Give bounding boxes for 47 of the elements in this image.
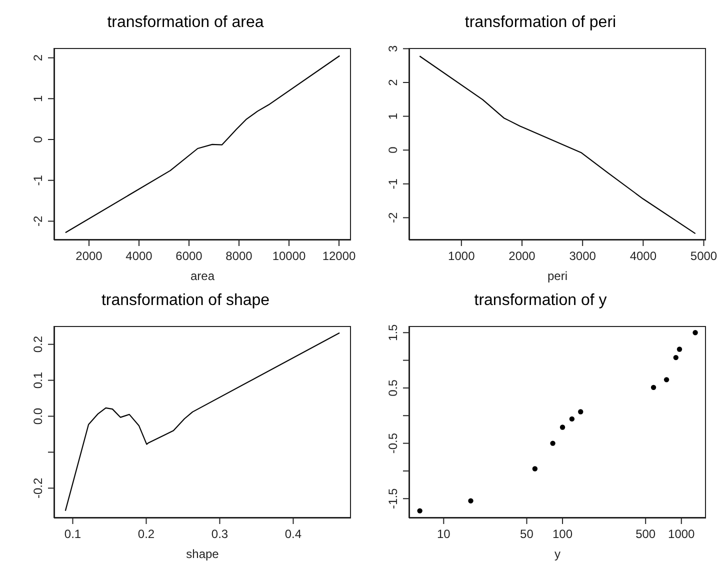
x-tick-label: 100 bbox=[552, 527, 573, 541]
y-tick-label: -2 bbox=[31, 216, 45, 227]
x-tick-label: 2000 bbox=[508, 249, 536, 263]
y-tick-label: -0.2 bbox=[31, 477, 45, 498]
x-axis-title: area bbox=[190, 269, 215, 283]
chart-title: transformation of area bbox=[106, 13, 265, 33]
y-tick-label: 1.5 bbox=[386, 324, 400, 341]
y-tick-label: 0 bbox=[31, 136, 45, 143]
y-tick-label: -1.5 bbox=[386, 488, 400, 509]
chart-title: transformation of y bbox=[473, 291, 608, 311]
x-tick-label: 0.4 bbox=[284, 527, 302, 541]
y-tick-label: 0 bbox=[386, 146, 400, 154]
chart-title: transformation of peri bbox=[464, 13, 618, 33]
y-tick-label: 0.5 bbox=[386, 379, 400, 396]
x-tick-label: 2000 bbox=[76, 249, 103, 263]
chart-title: transformation of shape bbox=[100, 291, 271, 311]
x-tick-label: 0.2 bbox=[138, 527, 155, 541]
x-tick-label: 1000 bbox=[448, 249, 476, 263]
x-tick-label: 6000 bbox=[176, 249, 203, 263]
x-tick-label: 10000 bbox=[272, 249, 306, 263]
y-tick-label: -0.5 bbox=[386, 432, 400, 454]
x-tick-label: 12000 bbox=[322, 249, 356, 263]
x-axis-title: peri bbox=[547, 269, 568, 283]
x-axis-title: y bbox=[554, 547, 560, 561]
x-axis-title: shape bbox=[186, 547, 220, 561]
x-tick-label: 10 bbox=[436, 527, 451, 541]
y-tick-label: 1 bbox=[386, 112, 400, 120]
x-tick-label: 5000 bbox=[690, 249, 718, 263]
y-tick-label: 2 bbox=[31, 54, 45, 62]
y-tick-label: 0.1 bbox=[31, 372, 45, 389]
x-tick-label: 4000 bbox=[126, 249, 153, 263]
y-tick-label: -2 bbox=[386, 212, 400, 224]
x-tick-label: 0.3 bbox=[211, 527, 228, 541]
x-tick-label: 8000 bbox=[226, 249, 253, 263]
y-tick-label: -1 bbox=[386, 178, 400, 190]
y-tick-label: 0.2 bbox=[31, 336, 45, 353]
x-tick-label: 500 bbox=[636, 527, 656, 541]
y-tick-label: -1 bbox=[31, 174, 45, 186]
y-tick-label: 1 bbox=[31, 95, 45, 102]
x-tick-label: 1000 bbox=[668, 527, 696, 541]
x-tick-label: 0.1 bbox=[64, 527, 82, 541]
x-tick-label: 3000 bbox=[569, 249, 596, 263]
x-tick-label: 4000 bbox=[630, 249, 657, 263]
y-tick-label: 0.0 bbox=[31, 408, 45, 425]
y-tick-label: 2 bbox=[386, 78, 400, 86]
x-tick-label: 50 bbox=[520, 527, 534, 541]
y-tick-label: 3 bbox=[386, 45, 400, 52]
